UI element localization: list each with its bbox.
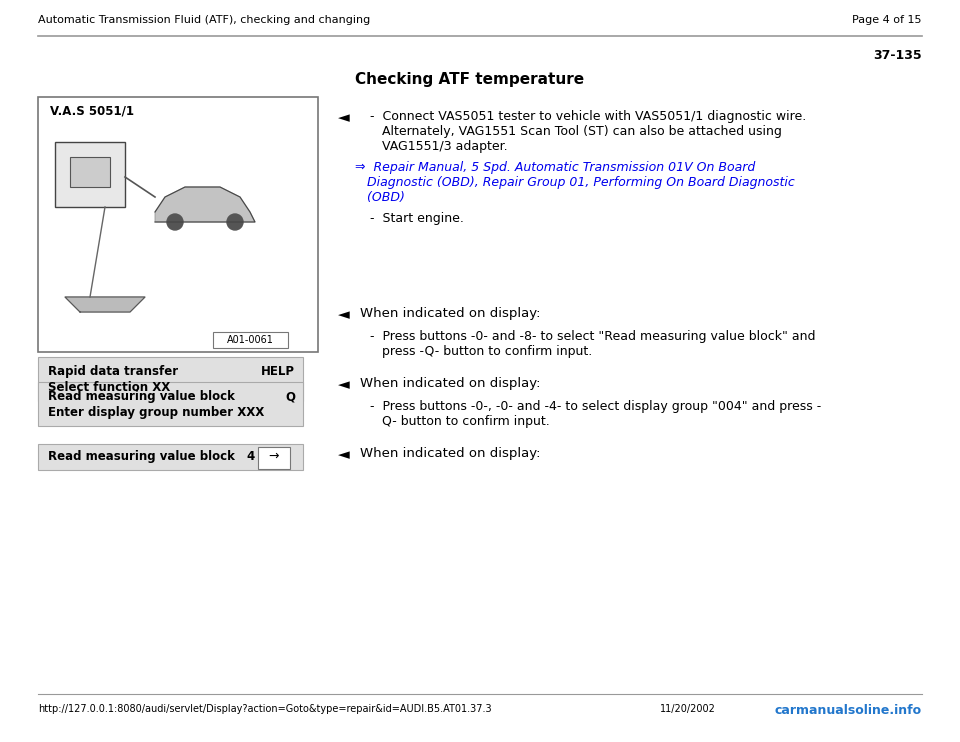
Text: →: → <box>269 450 279 463</box>
Text: Enter display group number XXX: Enter display group number XXX <box>48 406 264 419</box>
Text: http://127.0.0.1:8080/audi/servlet/Display?action=Goto&type=repair&id=AUDI.B5.AT: http://127.0.0.1:8080/audi/servlet/Displ… <box>38 704 492 714</box>
Bar <box>38 97 318 352</box>
Bar <box>258 447 290 469</box>
Text: Q- button to confirm input.: Q- button to confirm input. <box>370 415 550 428</box>
Text: Select function XX: Select function XX <box>48 381 170 394</box>
Polygon shape <box>155 187 255 222</box>
Text: Rapid data transfer: Rapid data transfer <box>48 365 179 378</box>
Text: (OBD): (OBD) <box>355 191 405 204</box>
Text: Automatic Transmission Fluid (ATF), checking and changing: Automatic Transmission Fluid (ATF), chec… <box>38 15 371 25</box>
Text: -  Connect VAS5051 tester to vehicle with VAS5051/1 diagnostic wire.: - Connect VAS5051 tester to vehicle with… <box>370 110 806 123</box>
Text: HELP: HELP <box>261 365 295 378</box>
Text: ⇒  Repair Manual, 5 Spd. Automatic Transmission 01V On Board: ⇒ Repair Manual, 5 Spd. Automatic Transm… <box>355 161 756 174</box>
Bar <box>70 157 110 187</box>
Text: Read measuring value block: Read measuring value block <box>48 390 235 403</box>
Text: VAG1551/3 adapter.: VAG1551/3 adapter. <box>370 140 508 153</box>
Text: Page 4 of 15: Page 4 of 15 <box>852 15 922 25</box>
Circle shape <box>167 214 183 230</box>
Bar <box>38 444 303 470</box>
Text: -  Press buttons -0- and -8- to select "Read measuring value block" and: - Press buttons -0- and -8- to select "R… <box>370 330 815 343</box>
Text: ◄: ◄ <box>338 307 349 322</box>
Text: When indicated on display:: When indicated on display: <box>360 307 540 320</box>
Text: ◄: ◄ <box>338 447 349 462</box>
Circle shape <box>227 214 243 230</box>
Bar <box>38 357 303 401</box>
Text: 11/20/2002: 11/20/2002 <box>660 704 716 714</box>
Text: -  Start engine.: - Start engine. <box>370 212 464 225</box>
Text: ◄: ◄ <box>338 110 349 125</box>
Text: 4: 4 <box>247 450 255 463</box>
Bar <box>38 382 303 426</box>
Text: A01-0061: A01-0061 <box>227 335 274 345</box>
Polygon shape <box>65 297 145 312</box>
Bar <box>213 332 288 348</box>
Text: When indicated on display:: When indicated on display: <box>360 447 540 460</box>
Bar <box>55 142 125 207</box>
Text: Read measuring value block: Read measuring value block <box>48 450 235 463</box>
Text: Checking ATF temperature: Checking ATF temperature <box>355 72 584 87</box>
Text: When indicated on display:: When indicated on display: <box>360 377 540 390</box>
Text: Q: Q <box>285 390 295 403</box>
Text: Alternately, VAG1551 Scan Tool (ST) can also be attached using: Alternately, VAG1551 Scan Tool (ST) can … <box>370 125 781 138</box>
Text: 37-135: 37-135 <box>874 49 922 62</box>
Text: press -Q- button to confirm input.: press -Q- button to confirm input. <box>370 345 592 358</box>
Text: Diagnostic (OBD), Repair Group 01, Performing On Board Diagnostic: Diagnostic (OBD), Repair Group 01, Perfo… <box>355 176 795 189</box>
Text: -  Press buttons -0-, -0- and -4- to select display group "004" and press -: - Press buttons -0-, -0- and -4- to sele… <box>370 400 821 413</box>
Text: carmanualsoline.info: carmanualsoline.info <box>775 704 922 717</box>
Text: ◄: ◄ <box>338 377 349 392</box>
Text: V.A.S 5051/1: V.A.S 5051/1 <box>50 104 134 117</box>
